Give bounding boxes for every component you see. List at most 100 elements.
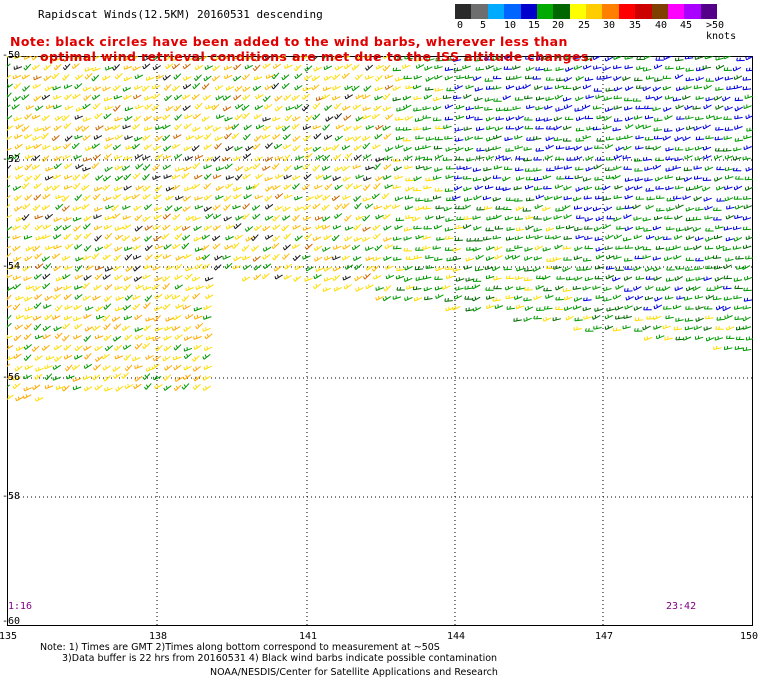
wind-barb — [254, 194, 264, 200]
wind-barb — [103, 243, 113, 250]
wind-barb — [464, 74, 474, 80]
wind-barb — [271, 82, 280, 90]
wind-barb — [173, 225, 182, 232]
wind-barb — [676, 65, 685, 71]
wind-barb — [373, 205, 383, 210]
wind-barb — [301, 104, 310, 112]
wind-barb — [73, 304, 82, 311]
wind-barb — [664, 215, 673, 220]
wind-barb — [53, 225, 63, 232]
wind-barb — [195, 285, 205, 290]
wind-barb — [684, 296, 693, 301]
wind-barb — [215, 185, 224, 192]
wind-barb — [283, 184, 292, 190]
wind-barb — [82, 223, 91, 230]
wind-barb — [622, 325, 631, 330]
wind-barb — [682, 336, 692, 341]
wind-barb — [646, 235, 655, 240]
wind-barb — [74, 294, 83, 300]
wind-barb — [12, 185, 22, 191]
wind-barb — [606, 307, 615, 312]
wind-barb — [271, 72, 280, 80]
wind-barb — [331, 234, 340, 242]
wind-barb — [313, 66, 322, 72]
wind-barb — [33, 194, 42, 201]
wind-barb — [694, 156, 704, 161]
wind-barb — [245, 145, 254, 152]
wind-barb — [703, 305, 713, 310]
wind-barb — [165, 63, 174, 70]
legend-swatch — [667, 4, 685, 19]
wind-barb — [585, 166, 594, 172]
wind-barb — [515, 304, 525, 310]
wind-barb — [242, 73, 251, 81]
wind-barb — [404, 277, 413, 282]
wind-barb — [532, 76, 542, 80]
wind-barb — [353, 256, 362, 262]
wind-barb — [164, 205, 173, 212]
wind-barb — [653, 64, 663, 70]
wind-barb — [632, 98, 642, 102]
wind-barb — [533, 256, 543, 261]
wind-barb — [596, 138, 605, 142]
wind-barb — [155, 74, 165, 80]
wind-barb — [74, 274, 83, 280]
wind-barb — [453, 67, 463, 72]
wind-barb — [722, 306, 731, 312]
wind-barb — [73, 154, 83, 160]
latitude-tick-label: -60 — [2, 616, 21, 627]
wind-barb — [552, 235, 562, 240]
wind-barb — [655, 57, 664, 61]
wind-barb — [174, 376, 183, 382]
wind-barb — [745, 67, 753, 72]
wind-barb — [623, 237, 632, 242]
wind-barb — [463, 165, 472, 171]
wind-barb — [695, 276, 704, 281]
wind-barb — [716, 198, 725, 202]
wind-barb — [723, 56, 732, 60]
wind-barb — [272, 253, 280, 261]
wind-barb — [175, 304, 184, 309]
wind-barb — [554, 244, 563, 250]
wind-barb — [42, 224, 52, 230]
wind-barb — [344, 85, 353, 91]
wind-barb — [205, 105, 214, 110]
wind-barb — [705, 227, 714, 232]
wind-barb — [372, 144, 381, 150]
wind-barb — [23, 394, 32, 399]
wind-barb — [253, 114, 262, 120]
wind-barb — [243, 194, 252, 200]
wind-barb — [274, 205, 283, 211]
wind-barb — [282, 244, 291, 251]
wind-barb — [43, 64, 52, 71]
wind-barb — [113, 154, 123, 160]
wind-barb — [25, 306, 34, 312]
wind-barb — [153, 145, 162, 151]
wind-barb — [344, 152, 353, 160]
legend-label: 45 — [680, 20, 693, 31]
wind-barb — [132, 236, 141, 242]
wind-barb — [45, 245, 54, 251]
wind-barb — [643, 67, 652, 72]
wind-barb — [622, 155, 631, 160]
wind-barb — [483, 236, 492, 241]
wind-barb — [203, 305, 212, 311]
wind-barb — [7, 156, 13, 161]
wind-barb — [61, 385, 70, 392]
wind-barb — [114, 226, 124, 231]
wind-barb — [665, 185, 674, 191]
wind-barb — [635, 276, 645, 281]
wind-barb — [535, 147, 544, 152]
wind-barb — [352, 104, 362, 110]
wind-barb — [42, 282, 51, 290]
wind-barb — [262, 254, 271, 260]
wind-barb — [132, 172, 141, 180]
wind-barb — [384, 84, 394, 91]
wind-barb — [374, 86, 384, 92]
wind-barb — [663, 305, 672, 310]
wind-barb — [613, 154, 623, 160]
wind-barb — [114, 56, 122, 61]
wind-barb — [524, 277, 533, 282]
wind-barb — [74, 244, 83, 250]
wind-barb — [733, 185, 743, 191]
